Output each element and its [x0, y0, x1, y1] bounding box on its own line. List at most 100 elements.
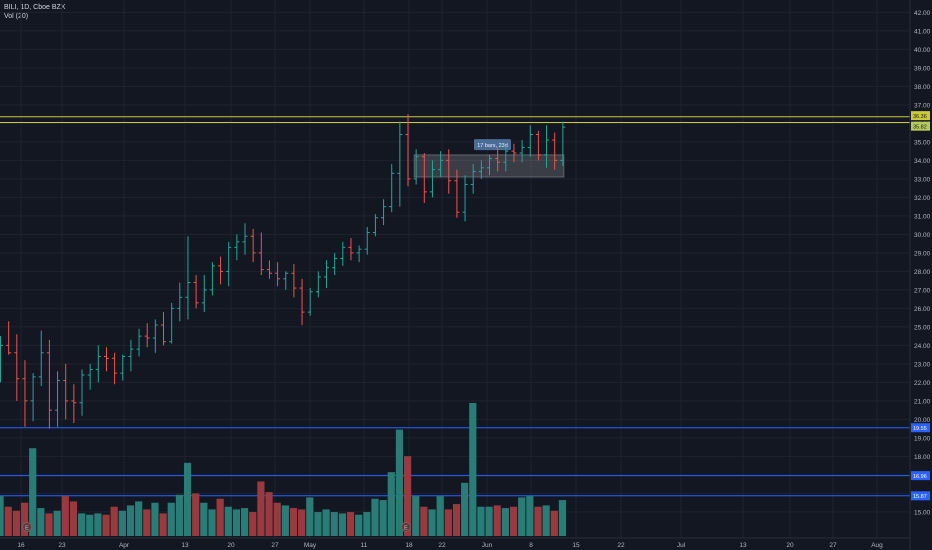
price-tick-label: 39.00 [914, 65, 931, 72]
volume-bars [0, 403, 567, 536]
ohlc-bar [332, 252, 338, 276]
volume-bar [45, 513, 53, 536]
ohlc-bar [340, 241, 346, 266]
time-tick-label: May [304, 542, 317, 549]
volume-bar [151, 502, 159, 536]
ohlc-bar [250, 228, 256, 263]
ohlc-bar [14, 334, 20, 401]
blue-price-badge-bg [911, 423, 930, 433]
price-tick-label: 37.00 [914, 102, 931, 109]
volume-bar [118, 510, 126, 536]
earnings-marker: E [401, 522, 411, 532]
volume-bar [404, 456, 412, 536]
ohlc-bar [487, 154, 492, 176]
ohlc-bar [315, 271, 321, 298]
volume-bar [428, 509, 436, 536]
ohlc-bar [201, 275, 207, 313]
ohlc-bar [71, 384, 77, 424]
blue-price-badge-bg [911, 491, 930, 501]
ohlc-bar [185, 236, 191, 320]
price-tick-label: 23.00 [914, 361, 931, 368]
price-tick-label: 41.00 [914, 28, 931, 35]
volume-bar [167, 502, 175, 536]
earnings-marker-circle [22, 522, 32, 532]
volume-bar [518, 497, 526, 536]
volume-bar [224, 506, 232, 536]
volume-bar [542, 505, 550, 536]
volume-bar [550, 510, 558, 536]
time-tick-label: 23 [58, 542, 66, 549]
volume-bar [379, 500, 387, 536]
volume-bar [94, 513, 102, 536]
horizontal-lines [0, 116, 910, 497]
ohlc-bar [495, 147, 501, 172]
ohlc-bar [87, 363, 93, 390]
ohlc-bar [30, 373, 36, 422]
price-tick-label: 24.00 [914, 343, 931, 350]
symbol-title: BILI, 1D, Cboe BZX [4, 4, 66, 11]
blue-price-badge: 15.87 [913, 494, 927, 500]
volume-bar [159, 513, 167, 536]
price-tick-label: 20.00 [914, 417, 931, 424]
volume-bar [102, 514, 110, 536]
volume-bar [126, 505, 135, 536]
time-tick-label: Apr [119, 542, 130, 549]
ohlc-bar [527, 125, 533, 157]
ohlc-bar [128, 339, 134, 372]
ohlc-bar [446, 149, 452, 194]
earnings-marker-label: E [404, 525, 408, 531]
ohlc-bar [218, 256, 224, 285]
chart-legend: BILI, 1D, Cboe BZX Vol (20) [4, 3, 65, 21]
volume-bar [200, 502, 208, 536]
price-tick-label: 25.00 [914, 324, 931, 331]
volume-bar [281, 505, 289, 536]
ohlc-bar [503, 145, 509, 172]
time-tick-label: Aug [871, 542, 883, 549]
yellow-price-badge-bg [911, 111, 930, 121]
price-tick-label: 22.00 [914, 380, 931, 387]
volume-bar [208, 509, 216, 536]
ohlc-bar [454, 169, 460, 218]
volume-bar [29, 448, 37, 536]
ohlc-bar [372, 214, 378, 237]
volume-bar [346, 512, 355, 536]
volume-bar [363, 512, 371, 536]
volume-bar [509, 506, 518, 536]
volume-bar [444, 509, 452, 536]
volume-bar [61, 496, 69, 536]
volume-bar [395, 429, 404, 536]
green-price-badge-bg [911, 121, 930, 131]
time-tick-label: 27 [271, 542, 279, 549]
price-tick-label: 35.00 [914, 139, 931, 146]
chart-grid [0, 0, 910, 538]
ohlc-bar [103, 347, 109, 372]
ohlc-bar [209, 262, 215, 296]
time-tick-label: 8 [529, 542, 533, 549]
ohlc-bar [226, 241, 232, 287]
volume-bar [436, 496, 444, 536]
ohlc-bar [120, 354, 126, 381]
ohlc-bar [63, 363, 69, 420]
volume-bar [0, 496, 4, 536]
volume-bar [265, 492, 273, 536]
price-tick-label: 42.00 [914, 10, 931, 17]
price-tick-label: 15.00 [914, 509, 931, 516]
ohlc-bar [193, 275, 199, 309]
ohlc-bar [307, 288, 313, 316]
price-tick-label: 32.00 [914, 195, 931, 202]
volume-bar [420, 506, 428, 536]
time-tick-label: 15 [572, 542, 580, 549]
volume-bar [241, 508, 249, 536]
price-tick-label: 26.00 [914, 306, 931, 313]
ohlc-bar [413, 149, 419, 185]
price-tick-label: 28.00 [914, 269, 931, 276]
time-tick-label: 16 [17, 542, 25, 549]
ohlc-bar [95, 345, 101, 383]
volume-bar [20, 502, 29, 536]
ohlc-bar [381, 199, 387, 226]
ohlc-bar [438, 151, 444, 178]
ohlc-bar [429, 160, 435, 198]
volume-bar [53, 510, 61, 536]
